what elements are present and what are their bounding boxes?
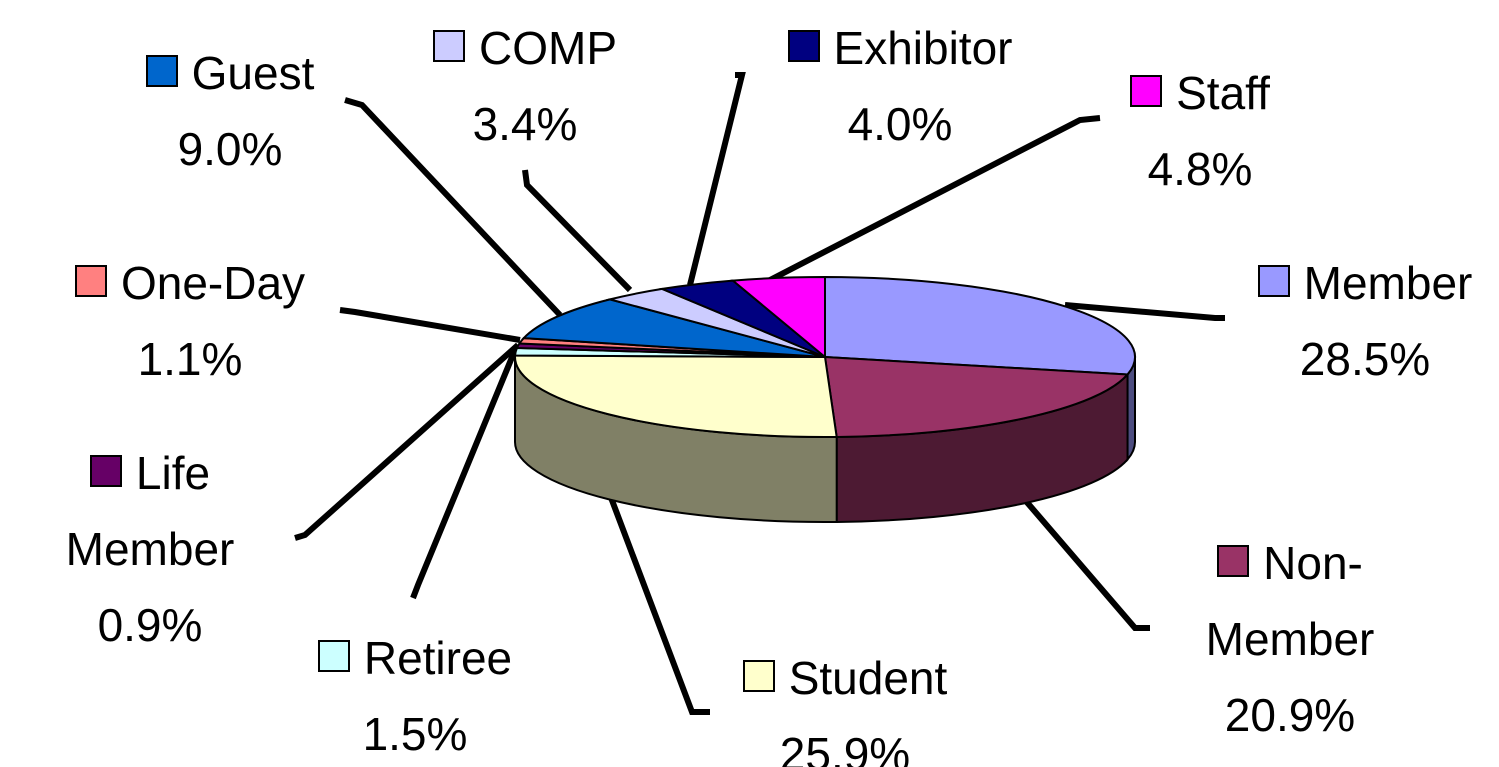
data-label: Retiree 1.5% xyxy=(255,620,575,767)
value-label: 25.9% xyxy=(779,728,911,767)
leader-line xyxy=(687,72,746,286)
category-label: Student xyxy=(788,652,948,704)
legend-swatch xyxy=(89,455,122,487)
leader-line xyxy=(344,97,563,318)
value-label: 20.9% xyxy=(1224,689,1356,741)
category-label: Life Member xyxy=(65,447,235,575)
slice xyxy=(824,275,1136,376)
legend-swatch xyxy=(1217,545,1250,577)
data-label: Student 25.9% xyxy=(685,640,1005,767)
leader-line xyxy=(1064,302,1225,321)
slice xyxy=(521,298,826,358)
leader-line xyxy=(339,307,521,343)
leader-line xyxy=(410,348,518,600)
data-label: COMP 3.4% xyxy=(365,10,685,162)
value-label: 4.0% xyxy=(847,98,953,150)
data-label: One-Day 1.1% xyxy=(30,245,350,397)
data-label: Staff 4.8% xyxy=(1040,55,1360,207)
legend-swatch xyxy=(1130,75,1163,107)
slice xyxy=(823,355,1130,438)
legend-swatch xyxy=(787,30,820,62)
category-label: One-Day xyxy=(120,257,306,309)
value-label: 28.5% xyxy=(1299,333,1431,385)
leader-line xyxy=(768,115,1101,283)
value-label: 1.1% xyxy=(137,333,243,385)
slice xyxy=(514,354,838,438)
data-label: Exhibitor 4.0% xyxy=(740,10,1060,162)
category-label: Retiree xyxy=(363,632,513,684)
category-label: Staff xyxy=(1176,67,1270,119)
leader-line xyxy=(607,493,710,715)
value-label: 0.9% xyxy=(97,599,203,651)
legend-swatch xyxy=(74,265,107,297)
legend-swatch xyxy=(145,55,178,87)
category-label: Guest xyxy=(191,47,315,99)
leader-line xyxy=(294,342,520,541)
data-label: Non-Member 20.9% xyxy=(1170,525,1410,753)
data-label: Guest 9.0% xyxy=(70,35,390,187)
category-label: Non-Member xyxy=(1205,537,1375,665)
value-label: 1.5% xyxy=(362,708,468,760)
legend-swatch xyxy=(317,640,350,672)
category-label: Exhibitor xyxy=(833,22,1013,74)
slice xyxy=(730,275,826,360)
data-label: Life Member 0.9% xyxy=(19,435,281,663)
legend-swatch xyxy=(433,30,465,62)
legend-swatch xyxy=(742,660,775,692)
leader-line xyxy=(522,169,633,293)
leader-line xyxy=(1022,498,1150,631)
value-label: 4.8% xyxy=(1147,143,1253,195)
leader-lines xyxy=(294,72,1225,715)
category-label: Member xyxy=(1303,257,1473,309)
value-label: 9.0% xyxy=(177,123,283,175)
category-label: COMP xyxy=(479,22,617,74)
legend-swatch xyxy=(1257,265,1290,297)
value-label: 3.4% xyxy=(472,98,578,150)
data-label: Member 28.5% xyxy=(1205,245,1499,397)
pie-tops xyxy=(513,275,1136,438)
